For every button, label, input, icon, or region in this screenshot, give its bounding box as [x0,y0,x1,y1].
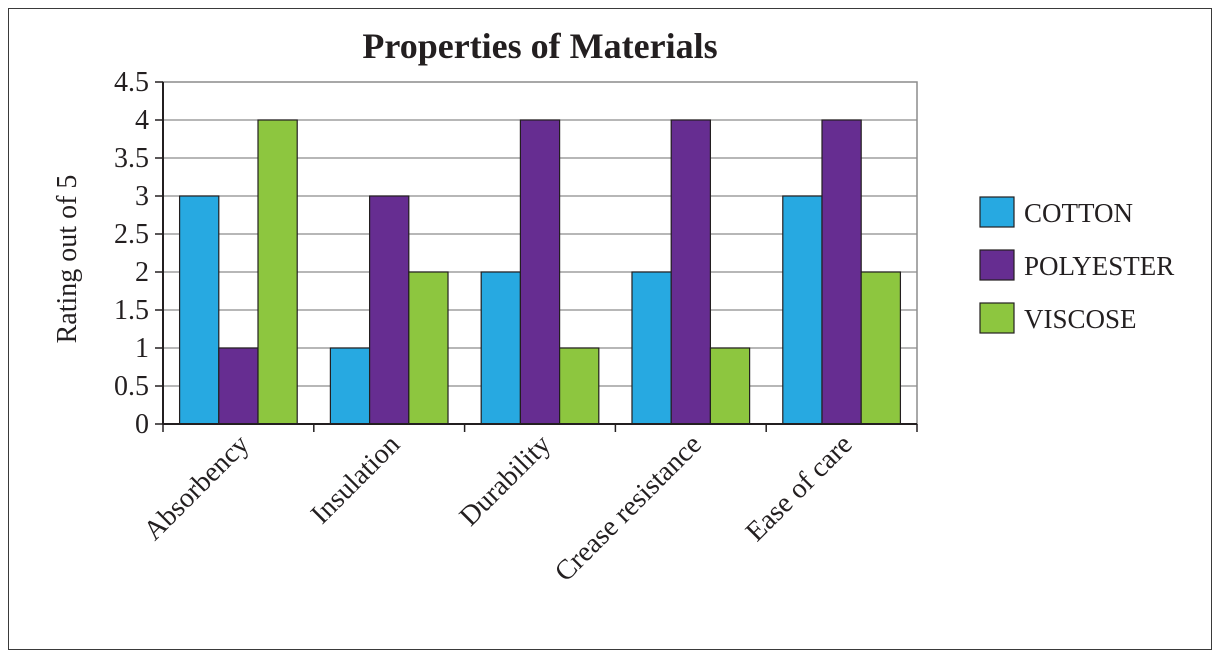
bar-polyester-absorbency [218,347,259,425]
legend-swatch-polyester [979,249,1015,281]
legend-swatch-cotton [979,196,1015,228]
y-tick-label: 4 [135,105,149,136]
legend: COTTON POLYESTER VISCOSE [979,196,1174,334]
x-category-label: Durability [454,429,557,532]
y-tick-label: 1 [135,333,149,364]
x-category-label: Ease of care [740,429,859,548]
legend-label-cotton: COTTON [1024,198,1133,228]
axes [155,81,918,432]
y-axis-label: Rating out of 5 [52,175,83,344]
y-tick-label: 2 [135,257,149,288]
bar-polyester-ease-of-care [821,119,862,425]
bar-viscose-absorbency [257,119,298,425]
bar-cotton-absorbency [178,195,220,425]
bars [178,119,902,425]
bar-polyester-durability [519,119,561,425]
chart-title: Properties of Materials [362,26,717,66]
bar-viscose-crease-resistance [709,347,751,425]
bar-cotton-ease-of-care [782,195,823,425]
legend-label-viscose: VISCOSE [1024,304,1137,334]
y-tick-label: 0 [135,409,149,440]
y-tick-label: 2.5 [114,219,149,250]
legend-label-polyester: POLYESTER [1024,251,1174,281]
x-category-label: Insulation [305,429,406,530]
bar-cotton-crease-resistance [631,271,672,425]
bar-polyester-insulation [368,195,410,425]
legend-swatch-viscose [979,302,1015,334]
y-tick-labels: 0 0.5 1 1.5 2 2.5 3 3.5 4 4.5 [114,67,149,440]
x-category-label: Absorbency [138,429,256,547]
y-tick-label: 4.5 [114,67,149,98]
bar-viscose-ease-of-care [860,271,902,425]
x-category-label: Crease resistance [549,429,708,588]
y-tick-label: 0.5 [114,371,149,402]
y-tick-label: 3 [135,181,149,212]
bar-cotton-durability [480,271,521,425]
bar-viscose-durability [559,347,600,425]
bar-polyester-crease-resistance [670,119,712,425]
y-tick-label: 3.5 [114,143,149,174]
y-tick-label: 1.5 [114,295,149,326]
bar-viscose-insulation [408,271,449,425]
bar-cotton-insulation [329,347,371,425]
